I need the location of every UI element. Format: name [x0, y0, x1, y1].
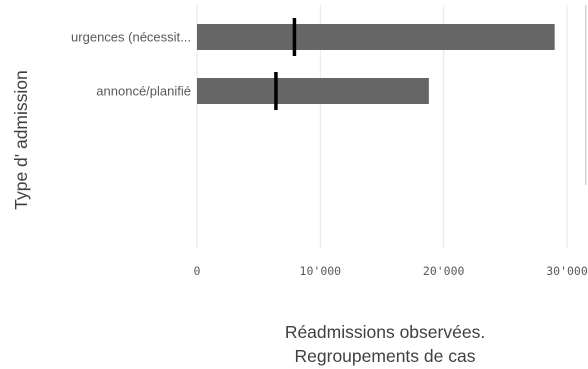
x-tick-label: 20'000	[423, 264, 465, 278]
category-labels: urgences (nécessit... annoncé/planifié	[71, 30, 191, 99]
x-axis-title-line-1: Réadmissions observées.	[285, 322, 485, 342]
markers	[274, 18, 297, 110]
bar	[197, 78, 429, 104]
x-tick-label: 0	[194, 264, 201, 278]
marker-line	[292, 18, 297, 56]
x-tick-label: 10'000	[300, 264, 342, 278]
marker-line	[274, 72, 278, 110]
x-tick-label: 30'000	[546, 264, 588, 278]
clipped-edge-mark	[585, 5, 587, 185]
x-tick-labels: 0 10'000 20'000 30'000	[194, 264, 588, 278]
category-label: urgences (nécessit...	[71, 30, 191, 45]
category-label: annoncé/planifié	[96, 84, 191, 99]
x-axis-title-line-2: Regroupements de cas	[295, 346, 476, 366]
bars	[197, 24, 555, 104]
y-axis-title: Type d' admission	[11, 70, 31, 210]
bar	[197, 24, 555, 50]
